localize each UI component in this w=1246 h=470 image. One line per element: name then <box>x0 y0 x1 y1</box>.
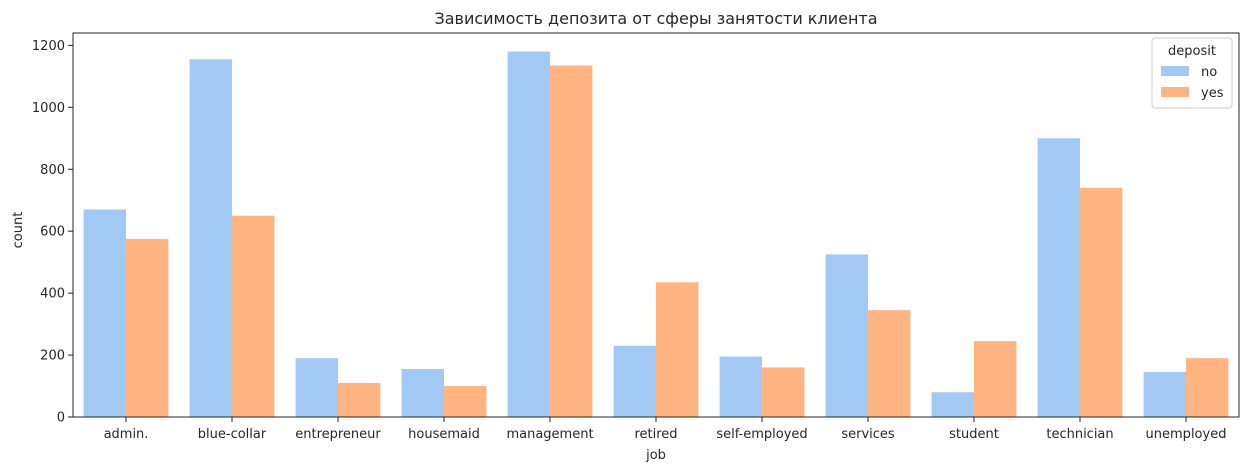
bar-no-unemployed <box>1143 372 1186 417</box>
x-tick-label: housemaid <box>408 427 480 442</box>
legend-label-no: no <box>1201 65 1217 80</box>
bar-no-self-employed <box>719 356 762 417</box>
plot-area <box>72 32 1240 418</box>
legend-swatch-no <box>1161 66 1189 76</box>
y-tick-label: 800 <box>40 163 65 178</box>
legend-label-yes: yes <box>1201 86 1224 101</box>
bar-yes-self-employed <box>762 367 805 417</box>
bar-yes-housemaid <box>444 386 487 417</box>
x-tick-label: services <box>841 427 895 442</box>
bar-no-retired <box>613 345 656 417</box>
x-tick-label: unemployed <box>1146 427 1227 442</box>
legend: deposit no yes <box>1151 37 1233 109</box>
bar-yes-entrepreneur <box>338 382 381 417</box>
y-tick-label: 1000 <box>32 101 65 116</box>
bar-no-technician <box>1037 138 1080 417</box>
bar-yes-admin. <box>126 238 169 417</box>
y-axis: 0 200 400 600 800 1000 1200 <box>32 39 73 426</box>
x-tick-label: student <box>949 427 999 442</box>
bar-yes-services <box>868 310 911 417</box>
bar-no-housemaid <box>401 369 444 417</box>
y-tick-label: 0 <box>57 411 65 426</box>
bar-no-entrepreneur <box>295 358 338 417</box>
bar-yes-student <box>974 341 1017 417</box>
x-tick-label: technician <box>1046 427 1113 442</box>
y-tick-label: 400 <box>40 287 65 302</box>
bar-yes-unemployed <box>1186 358 1229 417</box>
x-tick-label: admin. <box>104 427 149 442</box>
x-tick-label: entrepreneur <box>295 427 381 442</box>
x-tick-label: blue-collar <box>198 427 267 442</box>
bar-no-admin. <box>83 209 126 417</box>
bar-no-blue-collar <box>189 59 232 418</box>
bar-yes-blue-collar <box>232 215 275 417</box>
y-tick-label: 200 <box>40 349 65 364</box>
chart-title: Зависимость депозита от сферы занятости … <box>434 9 877 28</box>
x-tick-label: management <box>506 427 593 442</box>
y-axis-label: count <box>11 212 26 249</box>
bar-no-management <box>507 51 550 417</box>
bar-no-services <box>825 254 868 417</box>
legend-title: deposit <box>1168 44 1216 59</box>
x-axis: admin. blue-collar entrepreneur housemaid ma… <box>104 417 1227 442</box>
bar-yes-management <box>550 65 593 418</box>
x-tick-label: self-employed <box>716 427 807 442</box>
y-tick-label: 600 <box>40 225 65 240</box>
y-tick-label: 1200 <box>32 39 65 54</box>
x-tick-label: retired <box>634 427 677 442</box>
bar-yes-technician <box>1080 187 1123 417</box>
bar-no-student <box>931 392 974 417</box>
legend-swatch-yes <box>1161 87 1189 97</box>
x-axis-label: job <box>645 448 666 463</box>
bar-yes-retired <box>656 282 699 417</box>
